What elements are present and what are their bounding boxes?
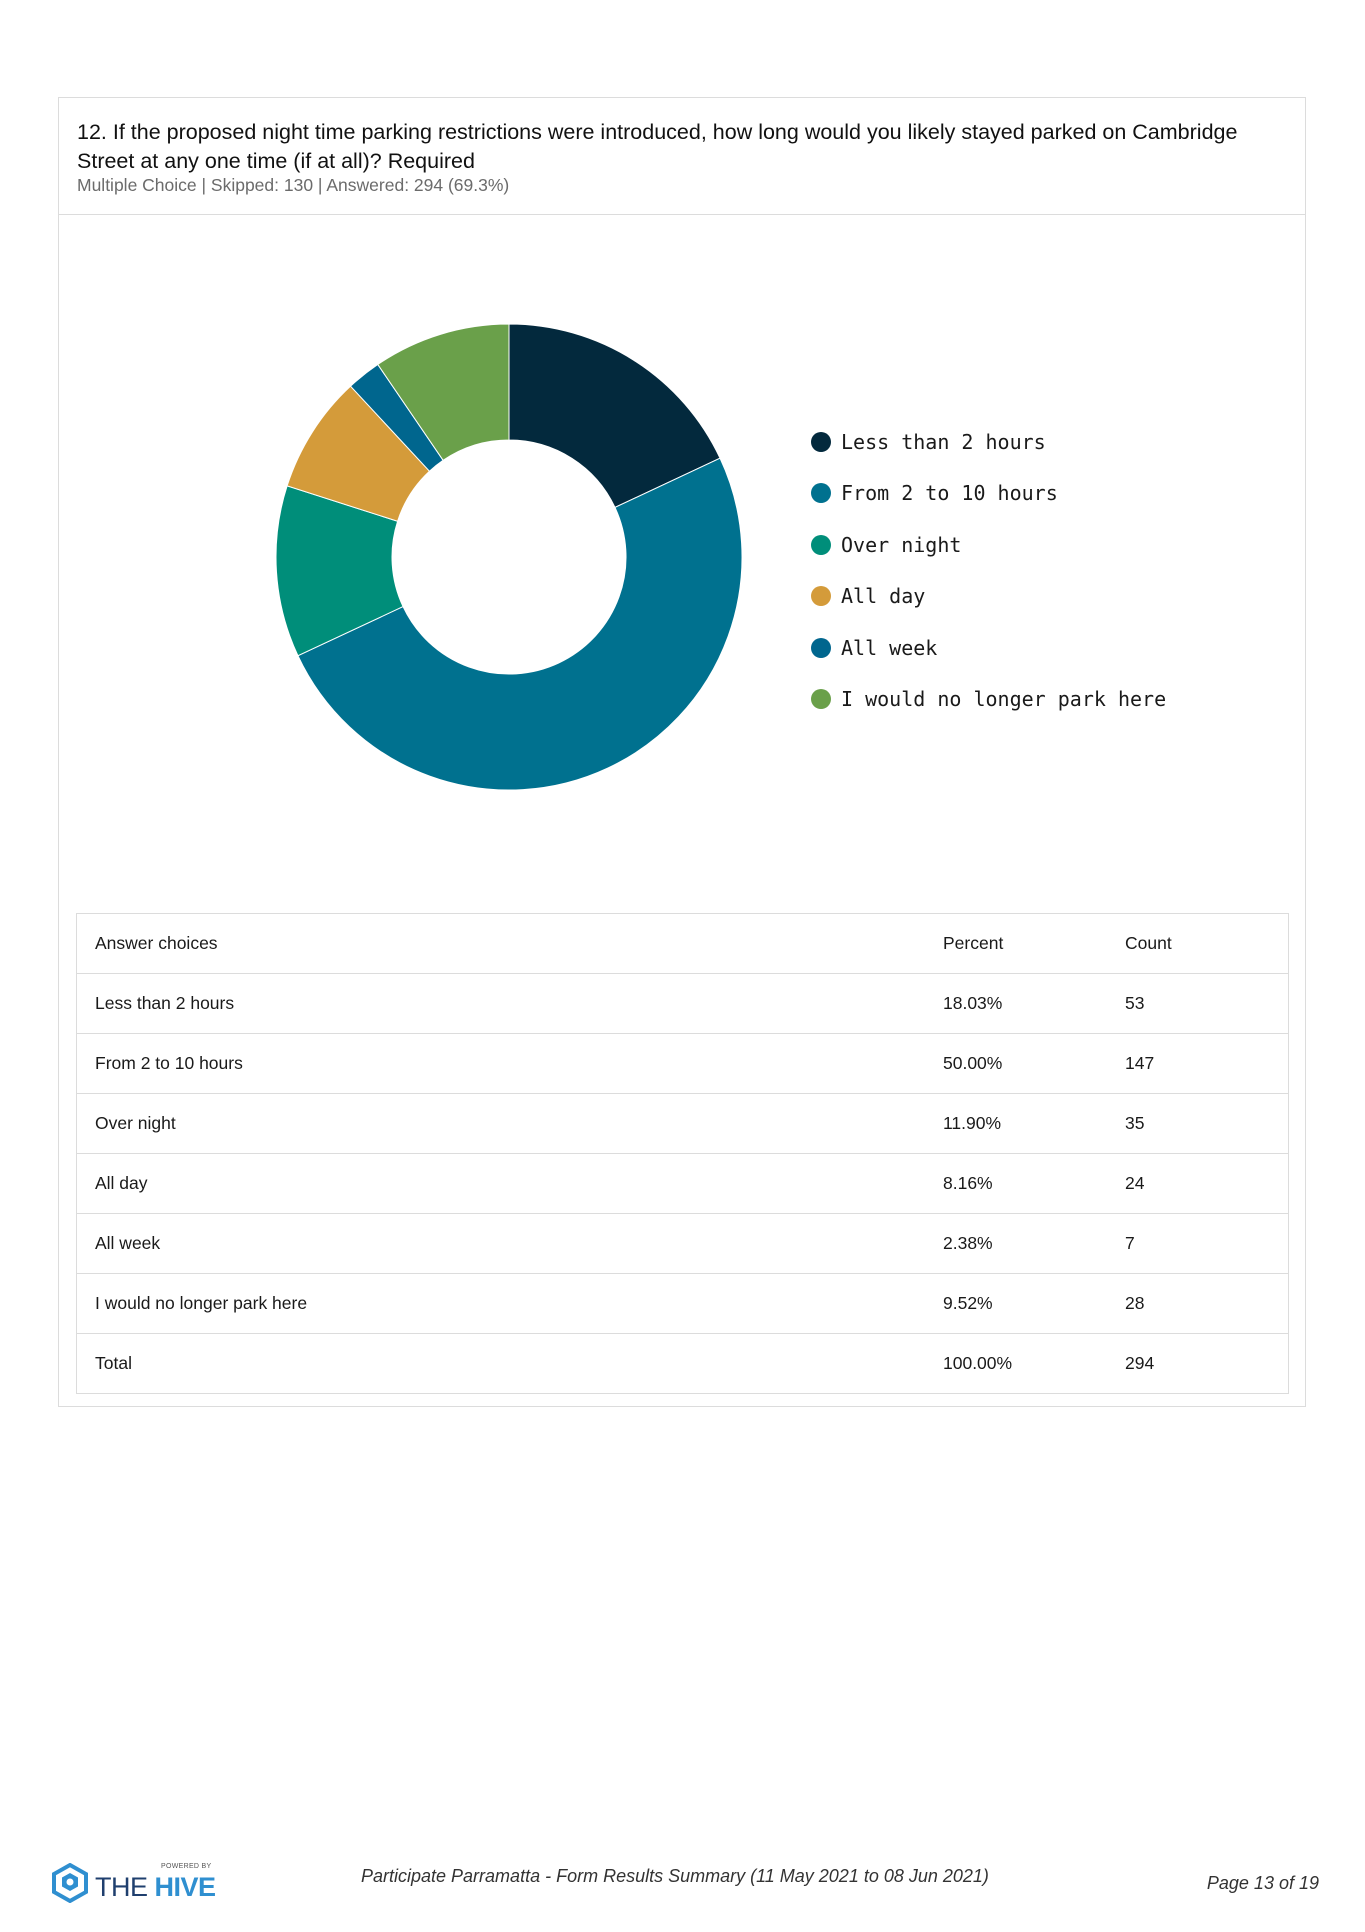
legend-label: All week: [841, 635, 938, 660]
table-row: All week 2.38% 7: [76, 1213, 1289, 1274]
table-row: Less than 2 hours 18.03% 53: [76, 973, 1289, 1034]
legend-swatch: [811, 534, 831, 555]
cell-percent: 11.90%: [925, 1093, 1107, 1154]
legend-swatch: [811, 586, 831, 607]
question-header: 12. If the proposed night time parking r…: [59, 98, 1305, 215]
table-row: I would no longer park here 9.52% 28: [76, 1273, 1289, 1334]
cell-percent: 2.38%: [925, 1213, 1107, 1274]
legend-item: All week: [811, 622, 1166, 674]
legend-label: Less than 2 hours: [841, 429, 1046, 454]
table-row: Over night 11.90% 35: [76, 1093, 1289, 1154]
legend-label: All day: [841, 584, 926, 609]
cell-count: 294: [1107, 1333, 1289, 1394]
legend-label: I would no longer park here: [841, 687, 1167, 712]
cell-percent: 8.16%: [925, 1153, 1107, 1214]
legend-label: From 2 to 10 hours: [841, 481, 1058, 506]
cell-percent: 50.00%: [925, 1033, 1107, 1094]
cell-count: 7: [1107, 1213, 1289, 1274]
cell-percent: 100.00%: [925, 1333, 1107, 1394]
footer-page-number: Page 13 of 19: [1206, 1873, 1319, 1893]
table-row: All day 8.16% 24: [76, 1153, 1289, 1214]
logo-powered-by: POWERED BY: [161, 1863, 212, 1870]
header-percent: Percent: [925, 913, 1107, 974]
table-header-row: Answer choices Percent Count: [76, 913, 1289, 974]
logo-hive: HIVE: [154, 1872, 217, 1902]
legend-swatch: [811, 689, 831, 710]
question-title: 12. If the proposed night time parking r…: [77, 120, 1238, 173]
results-table: Answer choices Percent Count Less than 2…: [76, 913, 1289, 1394]
logo-wordmark: THE HIVE: [95, 1872, 216, 1903]
question-card: 12. If the proposed night time parking r…: [58, 97, 1306, 1407]
legend-swatch: [811, 431, 831, 452]
table-row: From 2 to 10 hours 50.00% 147: [76, 1033, 1289, 1094]
donut-slice-i-would-no-longer-park-here: [377, 323, 510, 462]
footer-summary: Participate Parramatta - Form Results Su…: [361, 1866, 989, 1886]
cell-choice: Total: [76, 1333, 925, 1394]
legend-label: Over night: [841, 532, 962, 557]
cell-count: 53: [1107, 973, 1289, 1034]
donut-chart: [275, 323, 743, 791]
the-hive-logo: POWERED BY THE HIVE: [50, 1860, 220, 1906]
table-total-row: Total 100.00% 294: [76, 1333, 1289, 1394]
cell-choice: All week: [76, 1213, 925, 1274]
cell-count: 35: [1107, 1093, 1289, 1154]
cell-choice: Over night: [76, 1093, 925, 1154]
cell-count: 24: [1107, 1153, 1289, 1214]
donut-slice-from-2-to-10-hours: [297, 457, 743, 791]
cell-count: 28: [1107, 1273, 1289, 1334]
hive-hexagon-logo-icon: [52, 1863, 88, 1903]
cell-choice: All day: [76, 1153, 925, 1214]
cell-choice: I would no longer park here: [76, 1273, 925, 1334]
cell-count: 147: [1107, 1033, 1289, 1094]
legend-swatch: [811, 483, 831, 504]
logo-the: THE: [95, 1872, 148, 1902]
legend-swatch: [811, 637, 831, 658]
cell-choice: From 2 to 10 hours: [76, 1033, 925, 1094]
legend-item: All day: [811, 571, 1166, 623]
cell-percent: 9.52%: [925, 1273, 1107, 1334]
chart-legend: Less than 2 hours From 2 to 10 hours Over …: [811, 416, 1166, 725]
cell-choice: Less than 2 hours: [76, 973, 925, 1034]
legend-item: From 2 to 10 hours: [811, 468, 1166, 520]
legend-item: Less than 2 hours: [811, 416, 1166, 468]
header-count: Count: [1107, 913, 1289, 974]
header-answer-choices: Answer choices: [76, 913, 925, 974]
legend-item: I would no longer park here: [811, 674, 1166, 726]
legend-item: Over night: [811, 519, 1166, 571]
donut-slice-less-than-2-hours: [508, 323, 721, 509]
question-meta: Multiple Choice | Skipped: 130 | Answere…: [77, 175, 510, 195]
cell-percent: 18.03%: [925, 973, 1107, 1034]
